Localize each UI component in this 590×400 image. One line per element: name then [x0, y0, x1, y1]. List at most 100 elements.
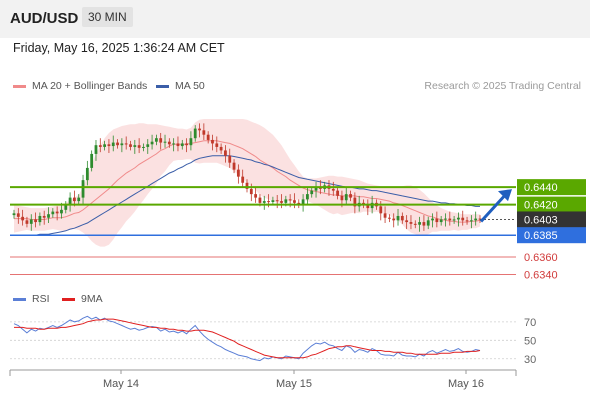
- candle-body: [68, 197, 72, 205]
- candle-body: [154, 138, 158, 142]
- candle-body: [98, 145, 102, 147]
- candle-body: [172, 143, 176, 145]
- candle-body: [51, 211, 55, 215]
- candle-body: [60, 209, 63, 214]
- support-label: 0.6385: [524, 230, 558, 242]
- candle-body: [159, 138, 163, 143]
- legend-ma20-bb: MA 20 + Bollinger Bands: [13, 80, 147, 92]
- candle-body: [387, 217, 391, 219]
- support-tag: [517, 227, 586, 244]
- ma9-swatch: [62, 297, 75, 301]
- candle-body: [310, 190, 314, 195]
- candle-body: [469, 220, 473, 222]
- resistance-tag: [517, 196, 586, 213]
- ma50-swatch: [156, 84, 169, 88]
- candle-body: [306, 194, 309, 200]
- rsi-legend-label: RSI: [32, 293, 50, 305]
- candle-body: [185, 143, 188, 146]
- candle-body: [124, 143, 128, 145]
- candle-body: [34, 219, 37, 223]
- candle-body: [448, 218, 452, 221]
- candle-body: [25, 220, 29, 224]
- candle-body: [331, 188, 335, 191]
- candle-body: [258, 197, 262, 203]
- candle-body: [12, 213, 16, 216]
- rsi-tick-label: 70: [524, 317, 536, 329]
- candle-body: [392, 218, 396, 221]
- legend-rsi: RSI: [13, 293, 50, 305]
- candle-body: [211, 139, 214, 144]
- candle-body: [64, 204, 68, 210]
- time-axis: May 14 May 15 May 16: [9, 369, 517, 390]
- candle-body: [90, 153, 94, 168]
- candle-body: [189, 138, 193, 146]
- rsi-tick-label: 30: [524, 354, 536, 366]
- current-price-tag: [517, 211, 586, 228]
- candle-body: [267, 201, 270, 203]
- candle-body: [103, 144, 107, 147]
- resistance-tag: [517, 179, 586, 196]
- candle-body: [288, 199, 292, 201]
- time-axis-label: May 14: [103, 378, 139, 390]
- candle-body: [353, 197, 357, 207]
- candle-body: [85, 167, 89, 181]
- candle-body: [435, 218, 439, 223]
- chart-datetime: Friday, May 16, 2025 1:36:24 AM CET: [13, 41, 225, 55]
- resistance-label: 0.6440: [524, 182, 558, 194]
- candle-body: [262, 201, 266, 203]
- candle-body: [474, 218, 478, 221]
- ma20-legend-label: MA 20 + Bollinger Bands: [32, 80, 148, 92]
- target-label: 0.6340: [524, 270, 558, 282]
- timeframe-button[interactable]: 30 MIN: [82, 7, 133, 27]
- candle-body: [107, 144, 111, 147]
- candle-body: [249, 188, 253, 195]
- candle-body: [29, 219, 33, 224]
- candle-body: [137, 145, 141, 148]
- chart-credit: Research © 2025 Trading Central: [424, 80, 581, 92]
- candle-body: [176, 143, 180, 147]
- candle-body: [413, 223, 417, 225]
- rsi-line: [13, 315, 481, 362]
- candle-body: [422, 222, 426, 226]
- rsi-swatch: [13, 297, 26, 301]
- legend-ma50: MA 50: [156, 80, 205, 92]
- legend-9ma: 9MA: [62, 293, 103, 305]
- ma50-legend-label: MA 50: [175, 80, 205, 92]
- candle-body: [16, 213, 20, 217]
- candle-body: [383, 213, 387, 218]
- candle-body: [418, 222, 421, 225]
- candle-body: [340, 195, 344, 201]
- candle-body: [400, 215, 404, 221]
- candle-body: [116, 142, 119, 146]
- candle-body: [280, 201, 283, 203]
- candle-body: [142, 146, 145, 148]
- candle-body: [215, 143, 219, 147]
- candle-body: [133, 145, 137, 147]
- candle-body: [396, 215, 400, 221]
- candle-body: [81, 180, 85, 198]
- candle-body: [452, 219, 456, 221]
- candle-body: [461, 217, 465, 221]
- candle-body: [431, 218, 434, 221]
- candle-body: [202, 130, 206, 135]
- candle-body: [366, 204, 370, 209]
- candle-body: [465, 220, 469, 222]
- candle-body: [150, 141, 154, 145]
- candle-body: [236, 169, 240, 177]
- candle-body: [344, 194, 348, 201]
- candle-body: [146, 144, 150, 147]
- candle-body: [219, 146, 223, 151]
- candle-body: [42, 215, 46, 218]
- rsi-tick-label: 50: [524, 335, 536, 347]
- candle-body: [293, 200, 296, 203]
- candle-body: [444, 218, 447, 220]
- ma20-swatch: [13, 84, 26, 88]
- candle-body: [129, 144, 132, 147]
- candle-body: [336, 190, 340, 196]
- candle-body: [228, 155, 232, 163]
- resistance-label: 0.6420: [524, 200, 558, 212]
- candle-body: [241, 176, 245, 183]
- candle-body: [198, 128, 201, 131]
- candle-body: [301, 199, 305, 205]
